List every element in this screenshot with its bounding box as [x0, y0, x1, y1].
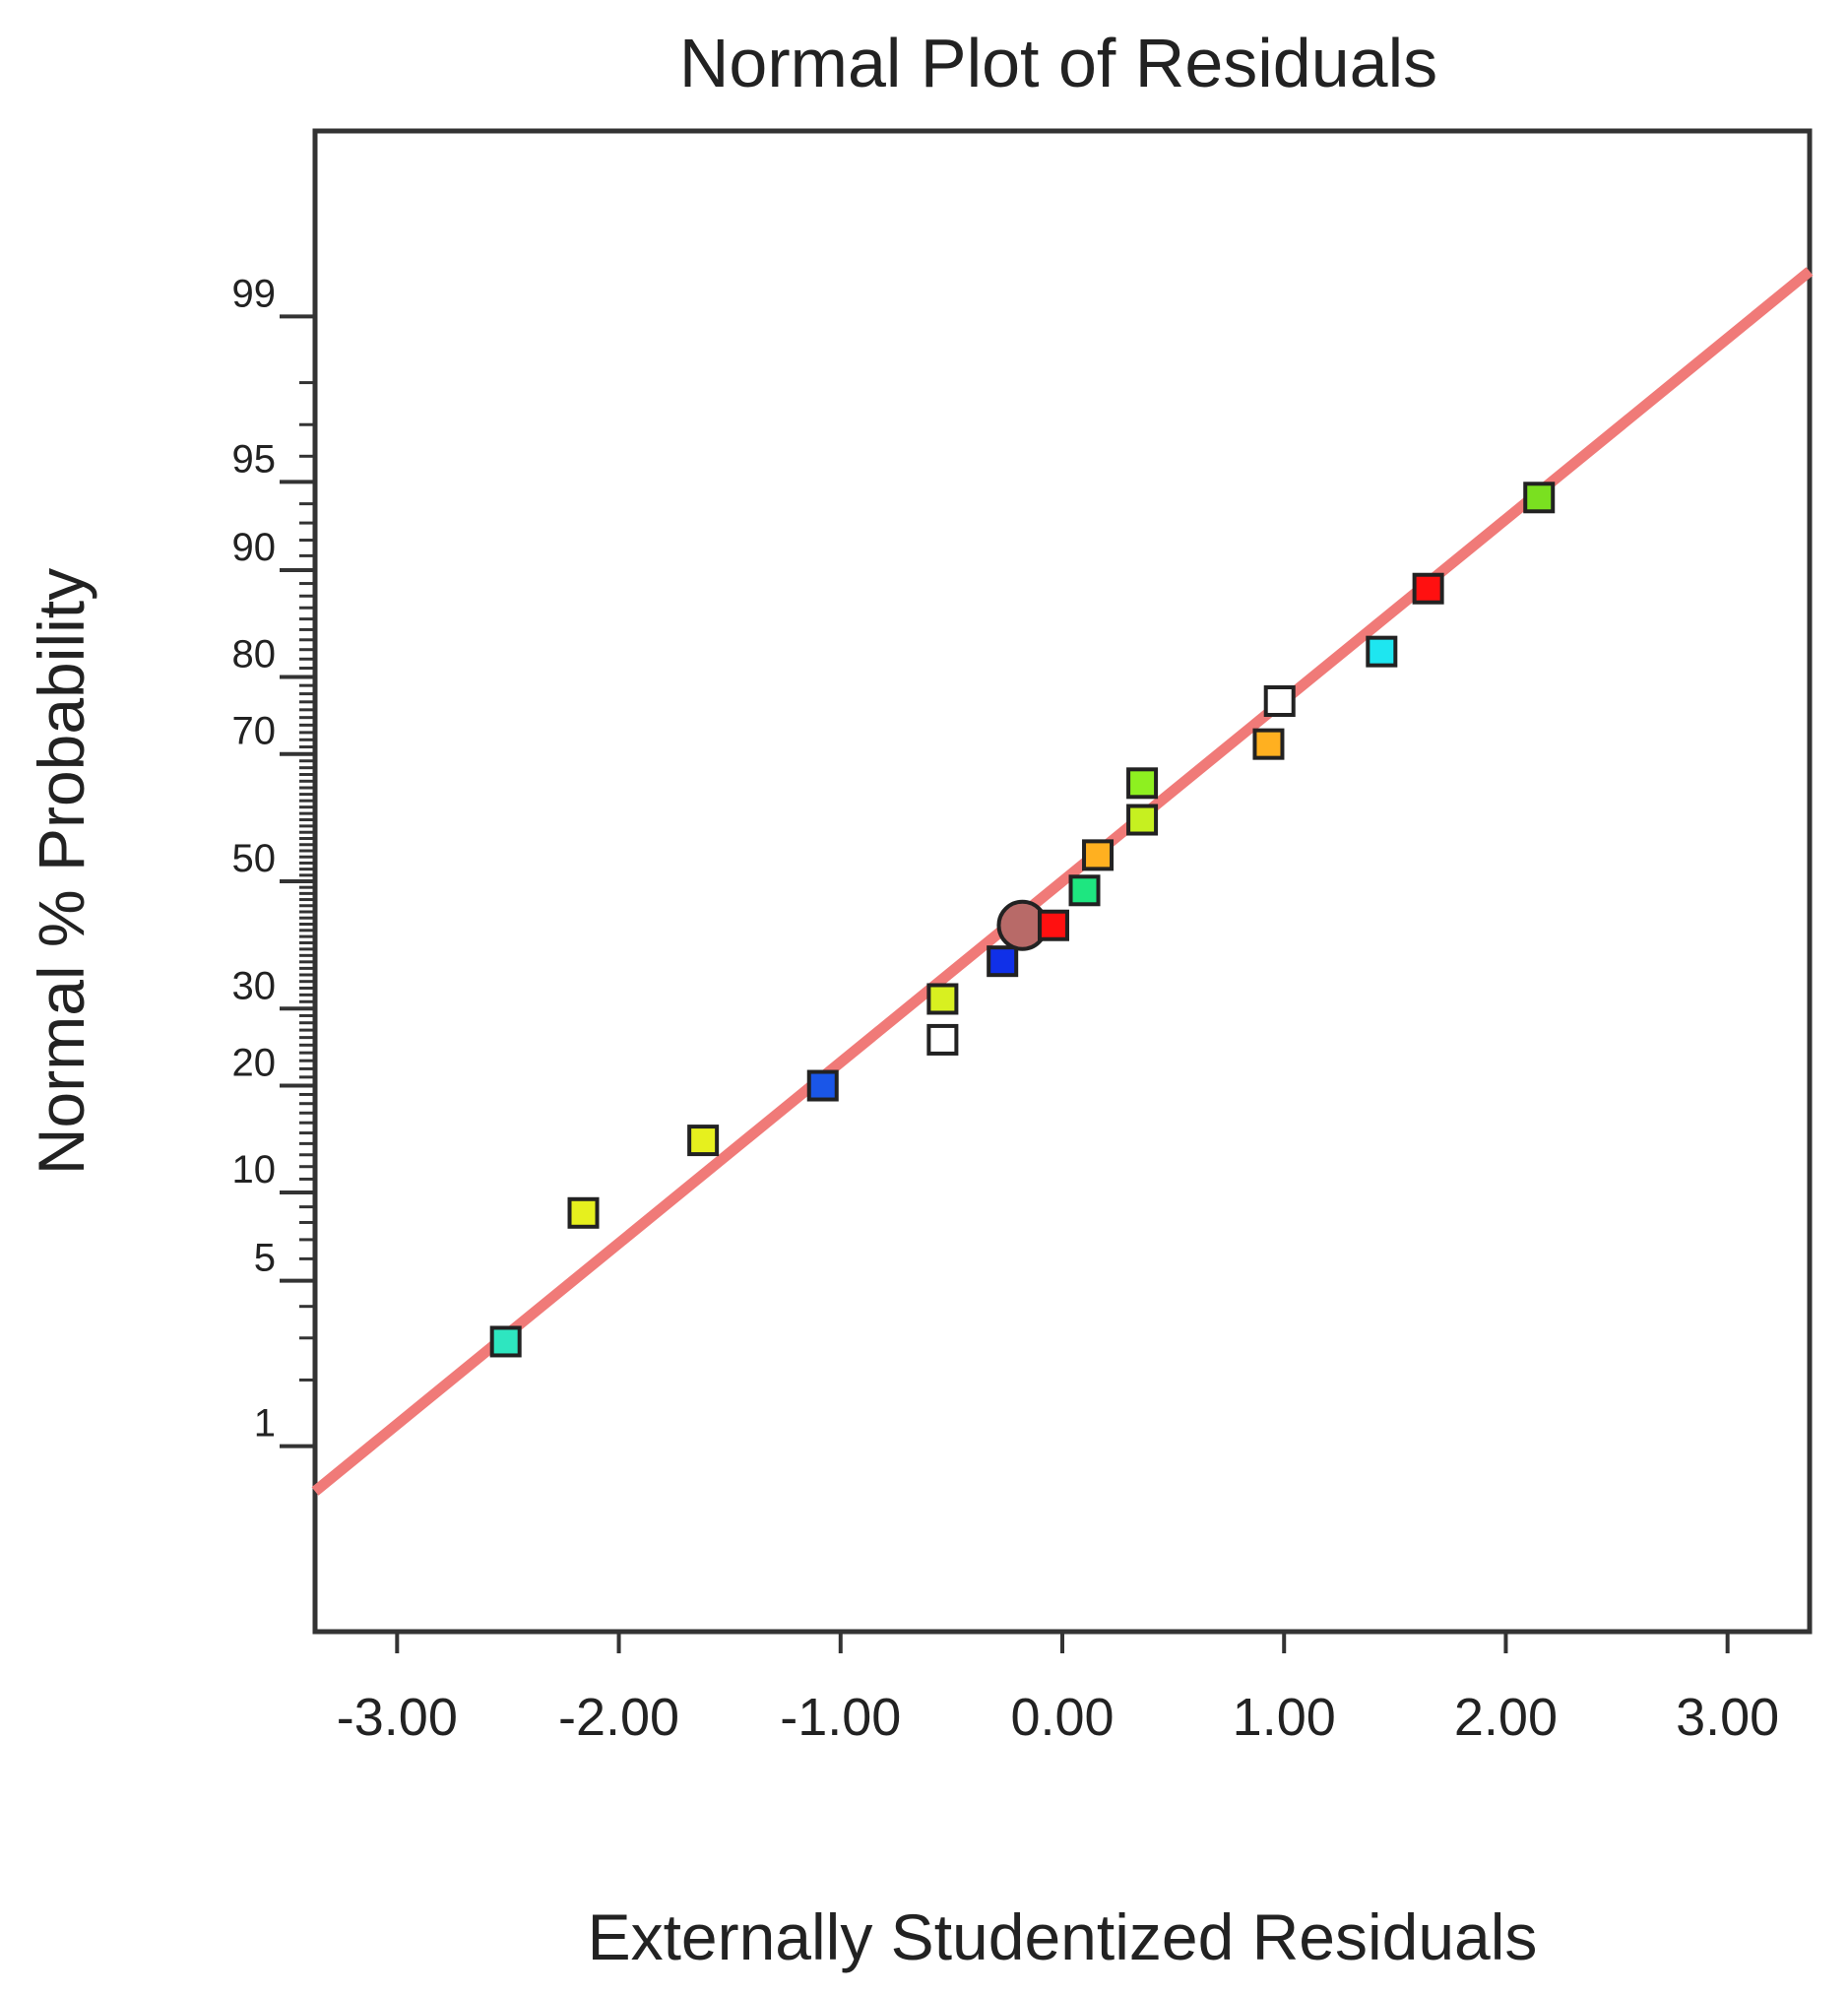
x-tick-label: -1.00	[780, 1688, 901, 1747]
y-tick-label: 1	[254, 1402, 276, 1446]
y-tick-label: 80	[232, 632, 277, 676]
chart-title: Normal Plot of Residuals	[679, 25, 1437, 101]
data-points	[489, 482, 1556, 1358]
data-point	[1366, 635, 1398, 668]
data-point	[489, 1325, 522, 1358]
x-axis-label: Externally Studentized Residuals	[588, 1900, 1538, 1973]
y-tick-label: 50	[232, 837, 277, 880]
y-tick-label: 90	[232, 526, 277, 569]
x-tick-label: 3.00	[1676, 1688, 1779, 1747]
data-point	[806, 1069, 839, 1102]
data-point	[926, 983, 959, 1015]
data-point	[1126, 804, 1159, 836]
y-tick-label: 20	[232, 1042, 277, 1085]
data-point	[1082, 839, 1115, 871]
data-point	[1263, 684, 1296, 717]
data-point	[1523, 482, 1556, 514]
x-tick-label: 0.00	[1010, 1688, 1114, 1747]
reference-line-group	[311, 267, 1814, 1496]
data-point	[1252, 728, 1285, 760]
y-axis: 1 5 10 20 30 50 70 80 90 95 99	[232, 272, 315, 1448]
y-tick-label: 10	[232, 1148, 277, 1191]
x-tick-label: -2.00	[558, 1688, 679, 1747]
data-point	[567, 1196, 600, 1229]
x-tick-label: 2.00	[1454, 1688, 1558, 1747]
reference-line	[311, 267, 1814, 1496]
data-point	[926, 1023, 959, 1056]
y-tick-label: 70	[232, 710, 277, 753]
y-tick-label: 5	[254, 1237, 276, 1280]
x-tick-label: -3.00	[337, 1688, 458, 1747]
data-point	[1037, 909, 1069, 941]
data-point	[687, 1125, 720, 1157]
y-tick-label: 95	[232, 437, 277, 481]
y-tick-label: 99	[232, 272, 277, 315]
y-axis-label: Normal % Probability	[25, 568, 97, 1175]
y-tick-label: 30	[232, 964, 277, 1007]
data-point	[1068, 874, 1101, 907]
data-point	[987, 945, 1019, 978]
data-point	[1126, 767, 1159, 800]
x-axis: -3.00 -2.00 -1.00 0.00 1.00 2.00 3.00	[337, 1632, 1779, 1747]
x-tick-label: 1.00	[1233, 1688, 1336, 1747]
data-point	[1412, 572, 1444, 605]
